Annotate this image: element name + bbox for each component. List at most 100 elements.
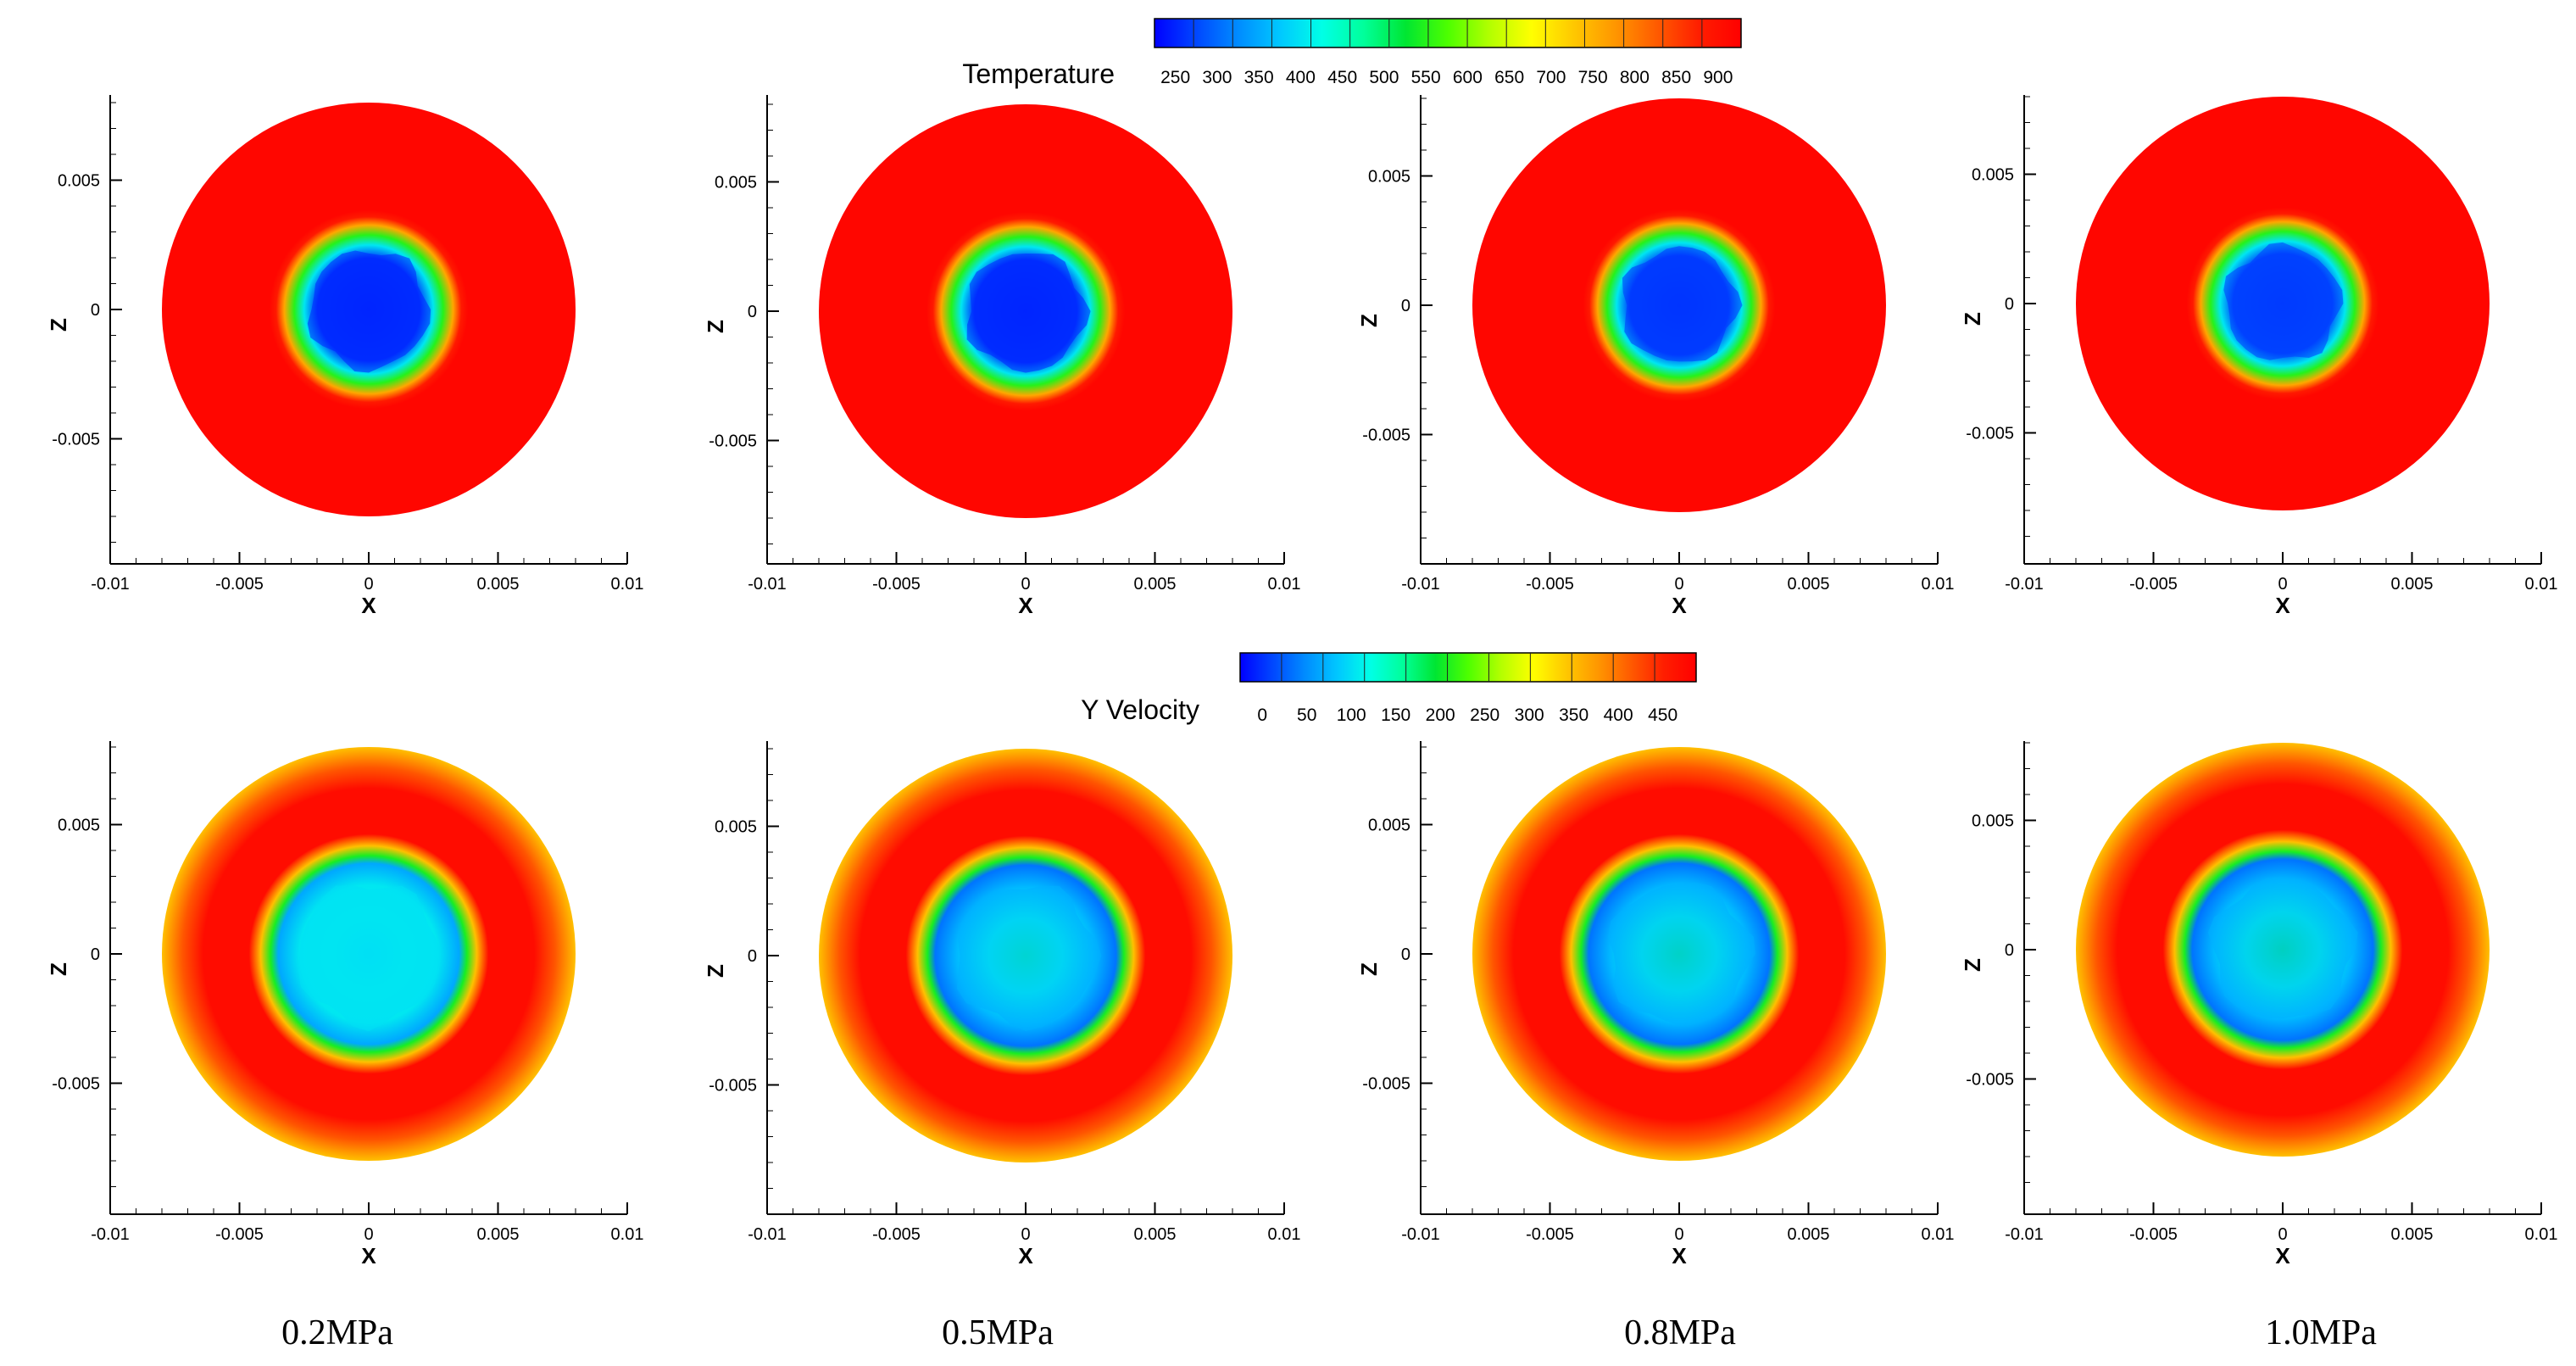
y-tick-label: 0 — [2005, 941, 2014, 960]
x-axis-label: X — [2275, 1243, 2290, 1268]
y-tick-label: 0.005 — [715, 818, 757, 837]
x-tick-label: -0.005 — [215, 1225, 264, 1244]
x-axis-label: X — [1018, 593, 1033, 618]
colorbar-tick-label: 150 — [1381, 705, 1410, 725]
x-tick-label: 0.005 — [1787, 575, 1829, 594]
panel-temperature-0.2MPa: -0.01 -0.005 0 0.005 0.01 X 0.005 0 -0.005 Z — [46, 95, 643, 618]
x-tick-label: -0.005 — [872, 575, 921, 594]
x-tick-label: 0.01 — [1922, 1225, 1955, 1244]
colorbar-tick-label: 400 — [1286, 68, 1316, 87]
x-axis-label: X — [1672, 1243, 1687, 1268]
colorbar-title: Y Velocity — [1081, 694, 1199, 725]
y-tick-label: 0.005 — [58, 172, 100, 191]
colorbar-tick-label: 900 — [1703, 68, 1733, 87]
colorbar-tick-label: 750 — [1578, 68, 1608, 87]
x-tick-label: -0.005 — [215, 575, 264, 594]
y-tick-label: 0 — [748, 303, 757, 321]
colorbar-tick-label: 700 — [1536, 68, 1566, 87]
caption-0.2MPa: 0.2MPa — [281, 1313, 393, 1352]
y-tick-label: 0 — [1401, 945, 1410, 964]
x-tick-label: 0.01 — [611, 1225, 644, 1244]
y-tick-label: -0.005 — [1966, 425, 2014, 443]
x-tick-label: 0.005 — [476, 575, 519, 594]
y-tick-label: 0.005 — [1972, 166, 2014, 185]
y-tick-label: 0 — [91, 945, 100, 964]
caption-0.5MPa: 0.5MPa — [942, 1313, 1054, 1352]
colorbar-gradient — [1154, 18, 1742, 48]
y-axis-label: Z — [1356, 962, 1382, 976]
contour-core — [1622, 246, 1743, 362]
x-tick-label: -0.01 — [91, 1225, 130, 1244]
x-tick-label: 0.005 — [1787, 1225, 1829, 1244]
x-tick-label: 0 — [364, 575, 373, 594]
contour-core — [1608, 882, 1755, 1026]
colorbar-tick-label: 100 — [1337, 705, 1366, 725]
y-tick-label: 0.005 — [58, 817, 100, 835]
colorbar-tick-label: 250 — [1470, 705, 1499, 725]
y-tick-label: -0.005 — [52, 431, 100, 449]
y-tick-label: 0 — [91, 301, 100, 320]
y-velocity-contours: Y Velocity 0 50 100 150 200 250 300 350 400 450 -0.… — [46, 652, 2557, 1268]
x-tick-label: -0.01 — [91, 575, 130, 594]
x-axis-label: X — [1018, 1243, 1033, 1268]
y-axis-label: Z — [1960, 958, 1985, 972]
colorbar-y-velocity: Y Velocity 0 50 100 150 200 250 300 350 400 450 — [1081, 652, 1697, 725]
x-tick-label: 0 — [1021, 575, 1030, 594]
y-tick-label: -0.005 — [1966, 1071, 2014, 1090]
colorbar-tick-label: 450 — [1327, 68, 1357, 87]
y-axis-label: Z — [46, 318, 71, 332]
x-tick-label: -0.01 — [748, 575, 787, 594]
colorbar-title: Temperature — [962, 59, 1115, 89]
colorbar-tick-label: 600 — [1453, 68, 1483, 87]
colorbar-tick-label: 300 — [1515, 705, 1544, 725]
x-tick-label: 0 — [1674, 575, 1683, 594]
colorbar-tick-label: 250 — [1160, 68, 1190, 87]
panel-y-velocity-0.8MPa: -0.01 -0.005 0 0.005 0.01 X 0.005 0 -0.005 Z — [1356, 741, 1954, 1268]
x-axis-label: X — [1672, 593, 1687, 618]
contour-core — [307, 250, 431, 373]
colorbar-tick-label: 850 — [1661, 68, 1691, 87]
colorbar-tick-label: 350 — [1559, 705, 1588, 725]
temperature-contours: Temperature 250 300 350 400 450 500 550 600 650 70… — [46, 18, 2557, 618]
contour-core — [966, 254, 1091, 373]
panel-y-velocity-1.0MPa: -0.01 -0.005 0 0.005 0.01 X 0.005 0 -0.005 Z — [1960, 741, 2557, 1268]
panel-temperature-0.8MPa: -0.01 -0.005 0 0.005 0.01 X 0.005 0 -0.005 Z — [1356, 95, 1954, 618]
y-tick-label: -0.005 — [709, 432, 757, 451]
x-tick-label: -0.005 — [2129, 575, 2178, 594]
x-tick-label: -0.005 — [1526, 1225, 1574, 1244]
y-axis-label: Z — [1356, 314, 1382, 327]
colorbar-tick-label: 50 — [1297, 705, 1316, 725]
panel-y-velocity-0.2MPa: -0.01 -0.005 0 0.005 0.01 X 0.005 0 -0.005 Z — [46, 741, 643, 1268]
colorbar-tick-label: 400 — [1604, 705, 1633, 725]
panel-y-velocity-0.5MPa: -0.01 -0.005 0 0.005 0.01 X 0.005 0 -0.005 Z — [703, 741, 1300, 1268]
y-axis-label: Z — [1960, 312, 1985, 326]
colorbar-tick-label: 300 — [1202, 68, 1232, 87]
y-axis-label: Z — [46, 962, 71, 976]
x-tick-label: 0.01 — [611, 575, 644, 594]
x-tick-label: 0.005 — [2390, 575, 2433, 594]
colorbar-tick-label: 350 — [1244, 68, 1274, 87]
colorbar-tick-label: 0 — [1257, 705, 1267, 725]
colorbar-tick-label: 200 — [1426, 705, 1455, 725]
y-tick-label: 0.005 — [1368, 168, 1410, 187]
caption-1.0MPa: 1.0MPa — [2265, 1313, 2377, 1352]
y-tick-label: 0.005 — [1368, 817, 1410, 835]
x-axis-label: X — [361, 1243, 376, 1268]
x-tick-label: -0.005 — [1526, 575, 1574, 594]
y-tick-label: -0.005 — [1362, 427, 1410, 445]
y-tick-label: -0.005 — [1362, 1075, 1410, 1094]
x-tick-label: 0.005 — [1133, 575, 1176, 594]
x-tick-label: -0.01 — [2005, 575, 2044, 594]
y-tick-label: 0.005 — [715, 174, 757, 192]
x-tick-label: 0.01 — [2525, 575, 2558, 594]
y-tick-label: -0.005 — [52, 1075, 100, 1094]
panel-temperature-0.5MPa: -0.01 -0.005 0 0.005 0.01 X 0.005 0 -0.005 Z — [703, 95, 1300, 618]
contour-core — [298, 885, 442, 1032]
x-axis-label: X — [2275, 593, 2290, 618]
panel-temperature-1.0MPa: -0.01 -0.005 0 0.005 0.01 X 0.005 0 -0.005 Z — [1960, 95, 2557, 618]
x-tick-label: 0.005 — [476, 1225, 519, 1244]
colorbar-tick-label: 800 — [1620, 68, 1650, 87]
x-tick-label: -0.01 — [1401, 575, 1440, 594]
colorbar-tick-label: 550 — [1411, 68, 1441, 87]
